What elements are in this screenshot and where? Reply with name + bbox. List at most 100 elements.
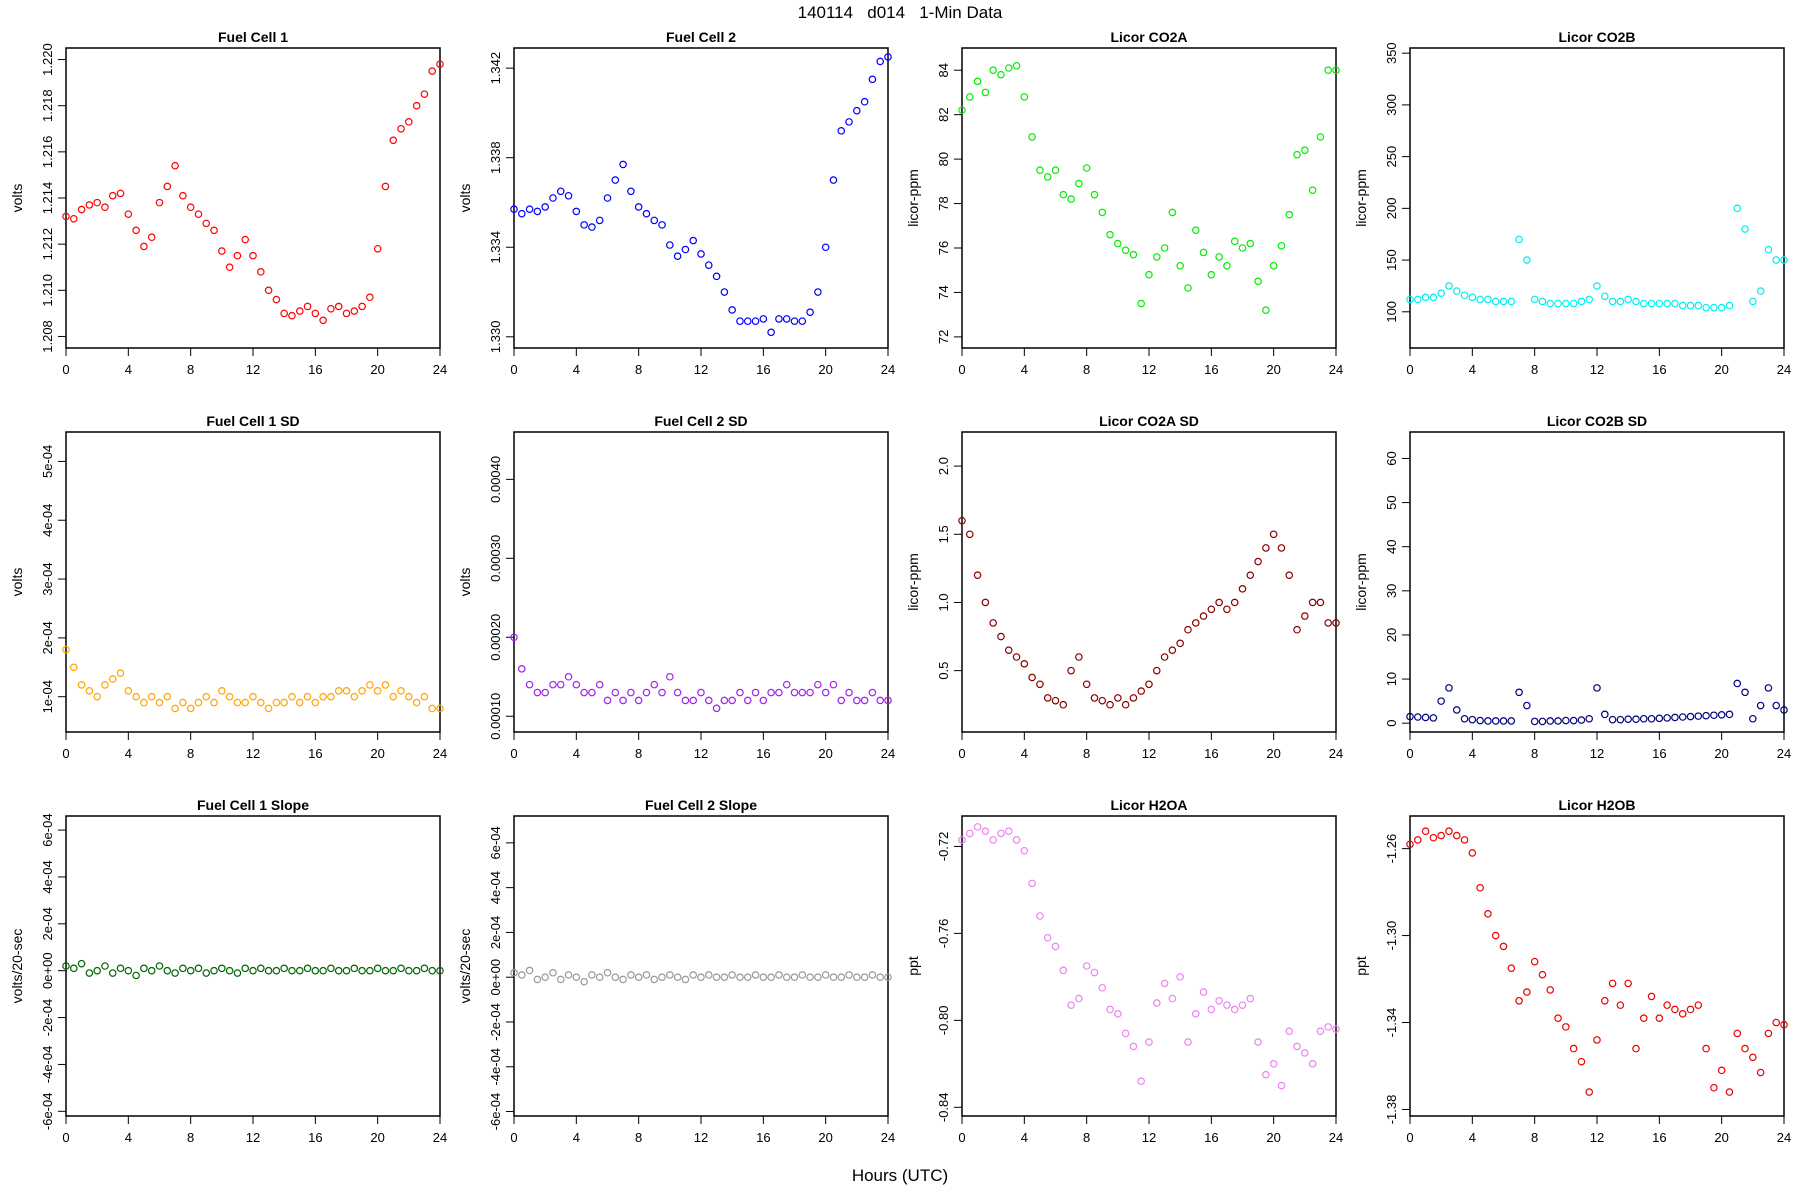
data-point [736,688,744,697]
chart-title: Licor H2OB [1558,797,1635,813]
data-point [1059,966,1068,975]
data-point [1663,714,1671,722]
data-point [1036,680,1044,689]
x-tick-label: 16 [1652,362,1666,377]
data-point [642,688,651,697]
data-point [1160,979,1169,988]
data-point [405,692,413,701]
data-point [1004,827,1013,836]
data-point [1075,653,1083,661]
data-point [595,973,604,981]
data-point [1616,715,1625,724]
data-point [179,964,187,973]
data-point [171,161,179,170]
data-point [572,680,581,689]
data-point [666,241,674,249]
x-tick-label: 8 [1531,362,1538,377]
data-point [1616,1001,1625,1009]
data-point [163,692,172,701]
y-tick-label: 300 [1384,94,1399,116]
data-point [1316,133,1325,141]
data-point [1647,299,1656,308]
data-point [728,971,736,979]
data-point [1090,968,1099,977]
y-tick-label: 5e-04 [40,445,55,478]
data-point [1168,208,1177,217]
data-point [132,692,140,701]
data-point [93,198,101,207]
data-point [1764,245,1773,254]
x-tick-label: 24 [433,362,447,377]
data-point [264,704,273,713]
data-point [965,93,974,101]
data-point [397,964,405,973]
y-tick-label: 1.208 [40,320,55,353]
data-point [1207,605,1216,614]
data-point [179,698,187,707]
chart-panel: Licor H2OA ppt 0 4 8 12 16 20 24 -0.84 -0.80 -0.76 -… [905,797,1343,1145]
data-point [775,971,783,979]
data-point [1429,714,1438,722]
x-tick-label: 16 [308,1130,322,1145]
data-point [1702,1044,1710,1053]
x-tick-label: 0 [510,1130,517,1145]
data-point [556,187,565,196]
plot-frame [961,815,1337,1117]
x-tick-label: 4 [1021,1130,1028,1145]
x-tick-label: 12 [1590,1130,1604,1145]
data-point [1168,994,1177,1003]
y-tick-label: 0e+00 [40,952,55,989]
x-tick-label: 12 [1590,362,1604,377]
scatter-points [1406,679,1788,726]
data-point [1098,208,1107,217]
data-point [202,969,211,977]
data-point [1756,1068,1765,1077]
x-tick-label: 8 [1531,1130,1538,1145]
data-point [295,966,304,975]
data-point [1468,715,1477,724]
data-point [1523,256,1531,264]
data-point [1600,292,1609,301]
data-point [860,696,869,705]
data-point [1624,715,1632,724]
data-point [1191,1010,1200,1018]
data-point [256,964,265,973]
data-point [124,210,133,218]
data-point [1772,256,1781,264]
plot-frame [1409,47,1785,349]
data-point [1437,289,1445,297]
data-point [510,633,518,642]
data-point [642,209,651,218]
data-point [681,245,690,254]
data-point [1293,150,1301,159]
x-tick-label: 0 [62,1130,69,1145]
data-point [634,696,643,705]
y-axis-label: volts/20-sec [9,929,25,1004]
data-point [588,223,596,231]
data-point [1733,1029,1742,1038]
data-point [62,962,70,970]
chart-title: Fuel Cell 2 [666,29,736,45]
data-point [1191,619,1200,627]
data-point [1780,706,1788,714]
data-point [868,688,877,697]
data-point [1043,933,1052,942]
x-tick-label: 24 [433,1130,447,1145]
data-point [1515,688,1523,697]
data-point [1324,1023,1333,1031]
data-point [1577,1057,1586,1066]
data-point [989,836,997,844]
plot-frame [513,815,889,1117]
y-tick-label: 78 [936,196,951,210]
data-point [101,681,109,689]
data-point [1484,717,1492,725]
data-point [564,191,573,200]
y-tick-label: 0.00040 [488,456,503,503]
data-point [1028,673,1036,682]
y-axis-label: ppt [905,956,921,976]
data-point [1308,186,1317,195]
data-point [210,226,218,235]
data-point [1507,717,1516,725]
data-point [272,698,281,707]
data-point [1223,1001,1231,1009]
